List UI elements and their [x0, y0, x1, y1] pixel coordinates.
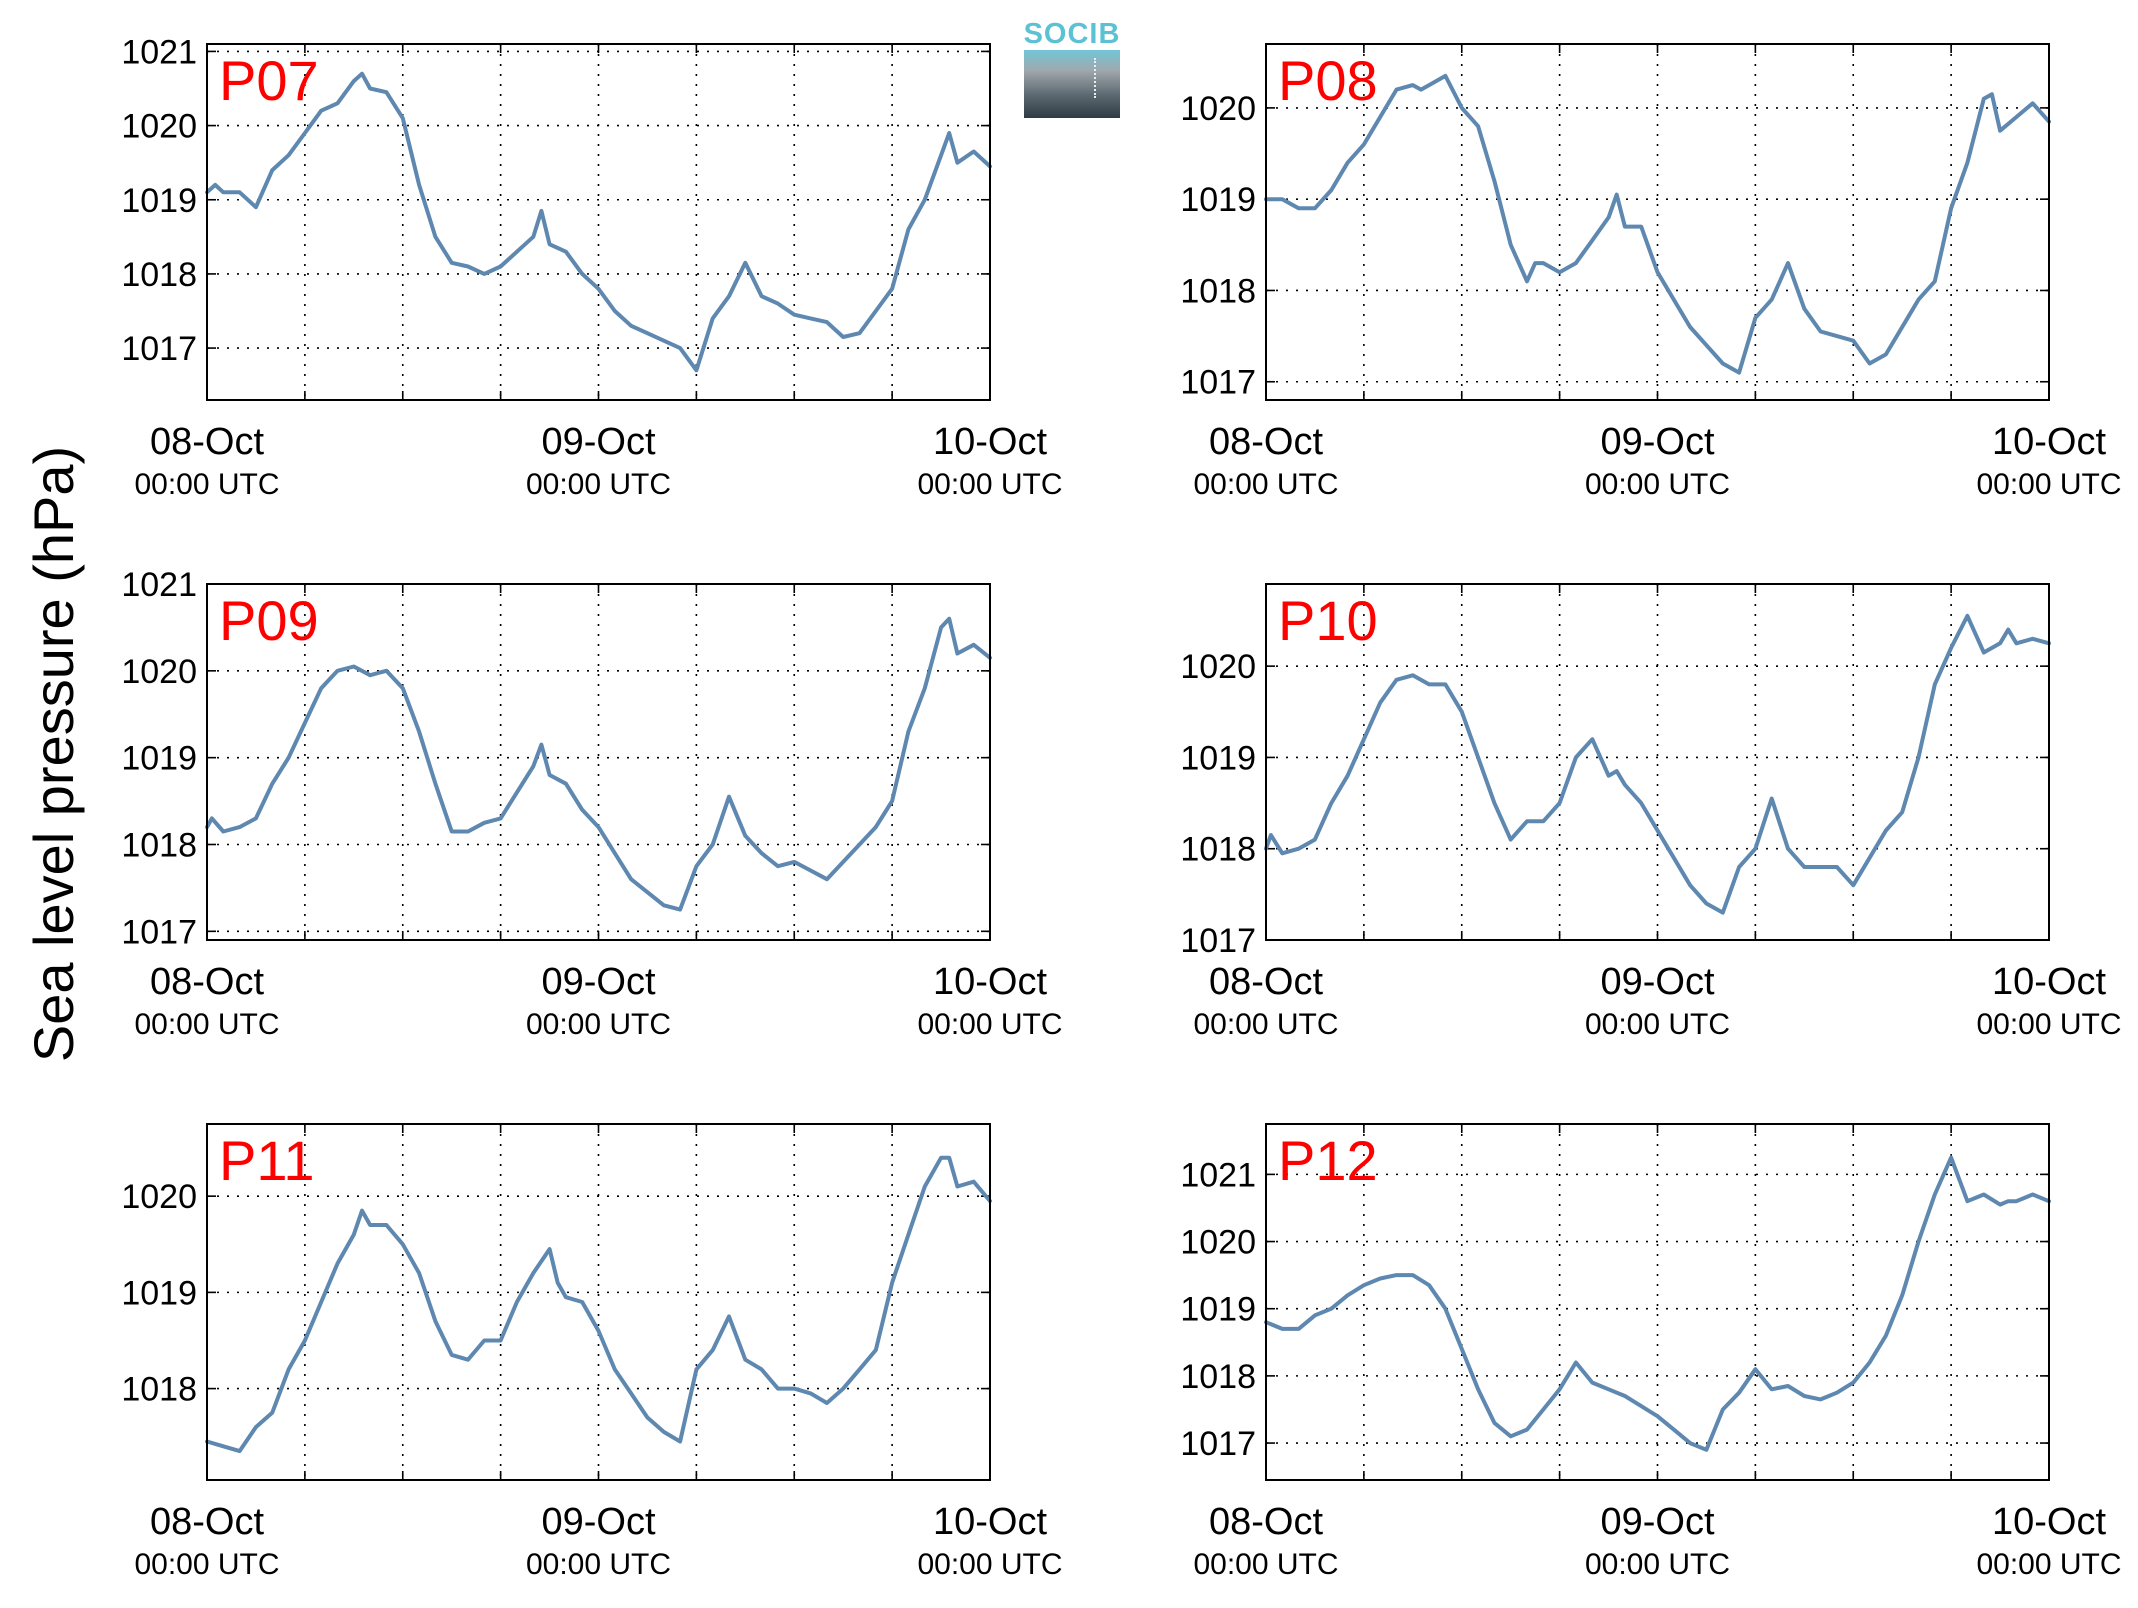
pressure-series-line [1264, 73, 2051, 375]
chart-panel-p07: 1017 1018 1019 1020 1021 P07 08-Oct 00:00 UTC 09… [121, 33, 1062, 501]
logo-text: SOCIB [1023, 18, 1121, 50]
x-tick-label-date: 10-Oct [933, 961, 1047, 1003]
x-tick-label-date: 09-Oct [1600, 1501, 1714, 1543]
station-label: P10 [1278, 589, 1378, 652]
x-tick-label-date: 08-Oct [150, 421, 264, 463]
pressure-series-line [1264, 613, 2051, 915]
x-tick-label-time: 00:00 UTC [1193, 468, 1338, 501]
x-tick-label-time: 00:00 UTC [526, 1548, 671, 1581]
x-tick-label-date: 10-Oct [1992, 421, 2106, 463]
x-tick-label-date: 08-Oct [1209, 421, 1323, 463]
y-tick-label: 1020 [1180, 648, 1256, 686]
chart-panel-p11: 1018 1019 1020 P11 08-Oct 00:00 UTC 09-Oct 00:0… [121, 1123, 1063, 1581]
x-tick-label-date: 09-Oct [541, 1501, 655, 1543]
chart-panel-p09: 1017 1018 1019 1020 1021 P09 08-Oct 00:00 UTC 09… [121, 566, 1062, 1041]
x-tick-label-time: 00:00 UTC [526, 468, 671, 501]
y-tick-label: 1019 [121, 1274, 197, 1312]
x-tick-label-date: 08-Oct [1209, 961, 1323, 1003]
x-tick-label-date: 09-Oct [541, 961, 655, 1003]
x-tick-label-date: 08-Oct [150, 961, 264, 1003]
x-tick-label-time: 00:00 UTC [134, 1548, 279, 1581]
x-tick-label-time: 00:00 UTC [134, 468, 279, 501]
x-tick-label-date: 10-Oct [1992, 961, 2106, 1003]
x-tick-label-time: 00:00 UTC [526, 1008, 671, 1041]
y-tick-label: 1019 [1180, 181, 1256, 219]
y-tick-label: 1019 [121, 740, 197, 778]
y-tick-label: 1020 [121, 108, 197, 146]
x-tick-label-date: 08-Oct [1209, 1501, 1323, 1543]
x-tick-label-time: 00:00 UTC [1976, 1548, 2121, 1581]
x-tick-label-date: 10-Oct [933, 1501, 1047, 1543]
x-tick-label-date: 09-Oct [1600, 961, 1714, 1003]
y-tick-label: 1017 [1180, 1425, 1256, 1463]
plot-frame [1265, 1123, 2050, 1481]
x-tick-label-time: 00:00 UTC [917, 1548, 1062, 1581]
station-label: P12 [1278, 1129, 1378, 1192]
y-tick-label: 1018 [1180, 1358, 1256, 1396]
x-tick-label-time: 00:00 UTC [1193, 1008, 1338, 1041]
station-label: P08 [1278, 49, 1378, 112]
x-tick-label-date: 09-Oct [541, 421, 655, 463]
y-tick-label: 1019 [1180, 739, 1256, 777]
logo-dots [1094, 58, 1096, 98]
x-tick-label-time: 00:00 UTC [917, 468, 1062, 501]
socib-logo: SOCIB [1022, 18, 1122, 120]
y-tick-label: 1020 [1180, 1224, 1256, 1262]
plot-frame [1265, 43, 2050, 401]
y-tick-label: 1017 [1180, 364, 1256, 402]
station-label: P07 [219, 49, 319, 112]
y-tick-label: 1018 [121, 1371, 197, 1409]
plot-frame [1265, 583, 2050, 941]
x-tick-label-date: 10-Oct [933, 421, 1047, 463]
chart-panel-p12: 1017 1018 1019 1020 1021 P12 08-Oct 00:00 UTC 09… [1180, 1123, 2122, 1581]
pressure-series-line [205, 616, 992, 912]
x-tick-label-date: 09-Oct [1600, 421, 1714, 463]
x-tick-label-time: 00:00 UTC [1585, 1008, 1730, 1041]
station-label: P11 [219, 1129, 314, 1192]
x-tick-label-date: 08-Oct [150, 1501, 264, 1543]
plot-frame [206, 43, 991, 401]
y-tick-label: 1018 [121, 256, 197, 294]
plot-frame [206, 583, 991, 941]
pressure-series-line [1264, 1155, 2051, 1452]
pressure-series-line [205, 1155, 992, 1454]
y-tick-label: 1020 [121, 1178, 197, 1216]
y-tick-label: 1017 [1180, 922, 1256, 960]
plot-frame [206, 1123, 991, 1481]
chart-panel-p08: 1017 1018 1019 1020 P08 08-Oct 00:00 UTC 09-Oct… [1180, 43, 2122, 501]
x-tick-label-time: 00:00 UTC [134, 1008, 279, 1041]
y-tick-label: 1021 [121, 33, 197, 71]
y-tick-label: 1018 [121, 826, 197, 864]
y-tick-label: 1017 [121, 913, 197, 951]
x-tick-label-time: 00:00 UTC [917, 1008, 1062, 1041]
y-tick-label: 1019 [121, 182, 197, 220]
x-tick-label-time: 00:00 UTC [1193, 1548, 1338, 1581]
logo-graphic [1024, 50, 1120, 118]
x-tick-label-time: 00:00 UTC [1976, 1008, 2121, 1041]
x-tick-label-time: 00:00 UTC [1585, 468, 1730, 501]
y-tick-label: 1020 [1180, 90, 1256, 128]
x-tick-label-time: 00:00 UTC [1585, 1548, 1730, 1581]
pressure-series-line [205, 71, 992, 373]
x-tick-label-date: 10-Oct [1992, 1501, 2106, 1543]
x-tick-label-time: 00:00 UTC [1976, 468, 2121, 501]
chart-panel-p10: 1017 1018 1019 1020 P10 08-Oct 00:00 UTC 09-Oct… [1180, 583, 2122, 1041]
y-tick-label: 1018 [1180, 272, 1256, 310]
station-label: P09 [219, 589, 319, 652]
y-tick-label: 1018 [1180, 831, 1256, 869]
y-tick-label: 1021 [121, 566, 197, 604]
y-tick-label: 1021 [1180, 1156, 1256, 1194]
y-tick-label: 1020 [121, 653, 197, 691]
y-tick-label: 1017 [121, 330, 197, 368]
y-tick-label: 1019 [1180, 1291, 1256, 1329]
